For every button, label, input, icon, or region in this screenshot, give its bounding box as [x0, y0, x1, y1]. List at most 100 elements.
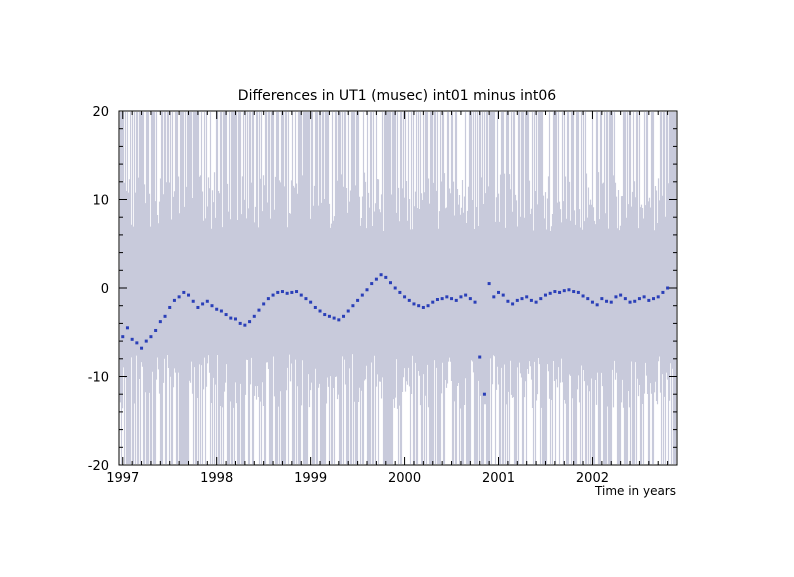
data-point: [520, 297, 524, 301]
data-point: [661, 290, 665, 294]
data-point: [633, 299, 637, 303]
data-point: [210, 304, 214, 308]
data-point: [581, 294, 585, 298]
data-point: [642, 295, 646, 299]
data-point: [440, 297, 444, 301]
data-point: [295, 290, 299, 294]
y-tick-label: 20: [92, 105, 109, 120]
data-point: [337, 318, 341, 322]
data-point: [351, 304, 355, 308]
data-point: [656, 295, 660, 299]
data-point: [450, 297, 454, 301]
y-tick-label: -20: [88, 459, 109, 474]
data-point: [525, 295, 529, 299]
data-point: [238, 321, 242, 325]
data-point: [365, 288, 369, 292]
data-point: [595, 303, 599, 307]
data-point: [478, 355, 482, 359]
x-tick-label: 1997: [106, 471, 139, 486]
data-point: [600, 297, 604, 301]
data-point: [435, 298, 439, 302]
data-point: [125, 326, 129, 330]
x-axis: 1997 1998 1999 2000 2001 2002: [106, 111, 669, 486]
data-point: [257, 308, 261, 312]
data-point: [529, 298, 533, 302]
data-point: [327, 314, 331, 318]
data-point: [332, 316, 336, 320]
data-point: [248, 320, 252, 324]
data-point: [379, 273, 383, 277]
data-point: [290, 290, 294, 294]
chart-title: Differences in UT1 (musec) int01 minus i…: [238, 88, 556, 104]
data-point: [567, 288, 571, 292]
data-point: [412, 302, 416, 306]
data-point: [459, 295, 463, 299]
data-point: [205, 299, 209, 303]
data-point: [497, 290, 501, 294]
data-point: [252, 314, 256, 318]
data-point: [586, 297, 590, 301]
data-point: [374, 277, 378, 281]
data-point: [421, 305, 425, 309]
data-point: [623, 297, 627, 301]
data-point: [130, 337, 134, 341]
data-points: [121, 273, 670, 396]
data-point: [454, 298, 458, 302]
data-point: [233, 317, 237, 321]
data-point: [605, 299, 609, 303]
data-point: [304, 297, 308, 301]
y-tick-label: 10: [92, 194, 109, 209]
data-point: [356, 298, 360, 302]
data-point: [191, 299, 195, 303]
x-tick-label: 2002: [576, 471, 609, 486]
data-point: [285, 291, 289, 295]
data-point: [370, 282, 374, 286]
data-point: [323, 313, 327, 317]
data-point: [271, 293, 275, 297]
data-point: [543, 293, 547, 297]
data-point: [548, 291, 552, 295]
data-point: [313, 305, 317, 309]
data-point: [534, 300, 538, 304]
data-point: [619, 293, 623, 297]
data-point: [539, 297, 543, 301]
data-point: [511, 302, 515, 306]
data-point: [144, 339, 148, 343]
data-point: [135, 341, 139, 345]
data-point: [562, 289, 566, 293]
data-point: [482, 392, 486, 396]
data-point: [431, 300, 435, 304]
data-point: [276, 290, 280, 294]
data-point: [417, 304, 421, 308]
data-point: [647, 298, 651, 302]
data-point: [154, 328, 158, 332]
data-point: [201, 302, 205, 306]
data-point: [576, 290, 580, 294]
data-point: [158, 320, 162, 324]
data-point: [445, 295, 449, 299]
data-point: [403, 295, 407, 299]
data-point: [243, 323, 247, 327]
data-point: [393, 286, 397, 290]
data-point: [614, 295, 618, 299]
data-point: [229, 316, 233, 320]
data-point: [652, 297, 656, 301]
x-tick-label: 1999: [294, 471, 327, 486]
data-point: [140, 346, 144, 350]
data-point: [398, 290, 402, 294]
data-point: [196, 305, 200, 309]
x-tick-label: 2000: [388, 471, 421, 486]
data-point: [572, 290, 576, 294]
data-point: [388, 281, 392, 285]
y-tick-label: -10: [88, 371, 109, 386]
data-point: [309, 300, 313, 304]
data-point: [558, 290, 562, 294]
data-point: [637, 297, 641, 301]
data-point: [215, 307, 219, 311]
data-point: [224, 313, 228, 317]
data-point: [487, 282, 491, 286]
data-point: [182, 290, 186, 294]
data-point: [163, 314, 167, 318]
x-tick-label: 2001: [482, 471, 515, 486]
